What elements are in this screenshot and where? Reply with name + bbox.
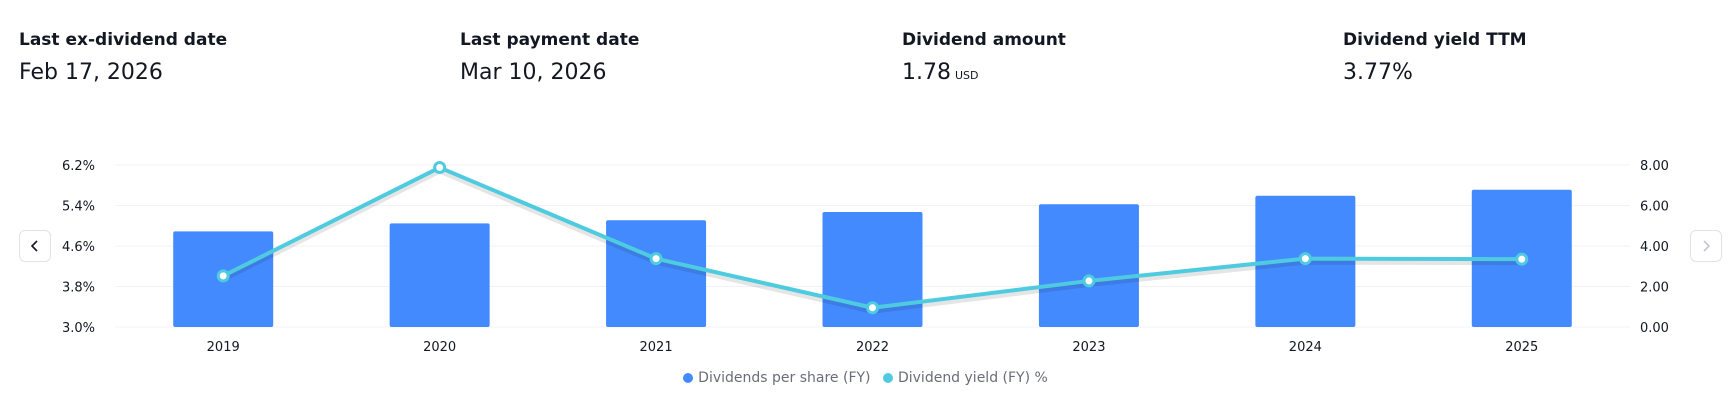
stat-value: Mar 10, 2026 [460,60,607,85]
x-axis-tick-label: 2020 [423,340,456,355]
yield-point [433,161,447,175]
stat-value: Feb 17, 2026 [19,60,163,85]
stat-value: 3.77% [1343,60,1413,85]
x-axis-tick-label: 2019 [207,340,240,355]
bar [822,211,923,327]
dividend-chart: 3.0% 3.8% 4.6% 5.4% 6.2% 0.00 2.00 4.00 6.00 8.00… [62,159,1669,355]
yield-point [216,269,230,283]
left-axis-tick-label: 3.8% [62,281,95,296]
yield-point [649,252,663,266]
stat-value: 1.78 USD [902,60,979,85]
yield-point [1515,252,1529,266]
bar [1038,204,1139,327]
legend-dot-line [882,373,893,383]
legend-label: Dividend yield (FY) % [897,370,1048,386]
yield-point [1082,274,1096,288]
prev-button[interactable] [19,230,51,262]
stat-label: Last payment date [460,30,640,50]
right-axis-tick-label: 8.00 [1640,159,1669,174]
right-axis-tick-label: 0.00 [1640,321,1669,336]
right-axis-tick-label: 6.00 [1640,200,1669,215]
x-axis-tick-label: 2022 [856,340,889,355]
chevron-left-icon [30,239,40,253]
stat-label: Dividend amount [902,30,1066,50]
bar [389,223,490,327]
legend-item-yield[interactable]: Dividend yield (FY) % [882,370,1048,386]
next-button[interactable] [1690,230,1722,262]
left-axis-tick-label: 5.4% [62,200,95,215]
stat-label: Last ex-dividend date [19,30,228,50]
left-axis-tick-label: 4.6% [62,240,95,255]
stat-dividend-amount: Dividend amount 1.78 USD [902,30,1066,85]
left-axis-tick-label: 6.2% [62,159,95,174]
legend-item-dividends[interactable]: Dividends per share (FY) [683,370,871,386]
chevron-right-icon [1701,239,1711,253]
x-axis-tick-label: 2024 [1289,340,1322,355]
yield-point [1298,252,1312,266]
stat-ex-dividend-date: Last ex-dividend date Feb 17, 2026 [19,30,227,85]
legend-label: Dividends per share (FY) [698,370,871,386]
x-axis-tick-label: 2023 [1072,340,1105,355]
stat-label: Dividend yield TTM [1343,30,1527,50]
yield-point [866,301,879,315]
stat-payment-date: Last payment date Mar 10, 2026 [460,30,639,85]
x-axis-tick-label: 2021 [640,340,673,355]
right-axis-tick-label: 2.00 [1640,281,1669,296]
right-axis-tick-label: 4.00 [1640,240,1669,255]
currency-unit: USD [954,69,979,82]
legend-dot-bar [683,373,694,383]
bar [606,220,707,327]
x-axis-tick-label: 2025 [1505,340,1538,355]
stat-dividend-yield-ttm: Dividend yield TTM 3.77% [1343,30,1527,85]
chart-legend: Dividends per share (FY) Dividend yield … [0,370,1731,387]
dividend-stats: Last ex-dividend date Feb 17, 2026 Last … [0,0,1731,120]
left-axis-tick-label: 3.0% [62,321,95,336]
